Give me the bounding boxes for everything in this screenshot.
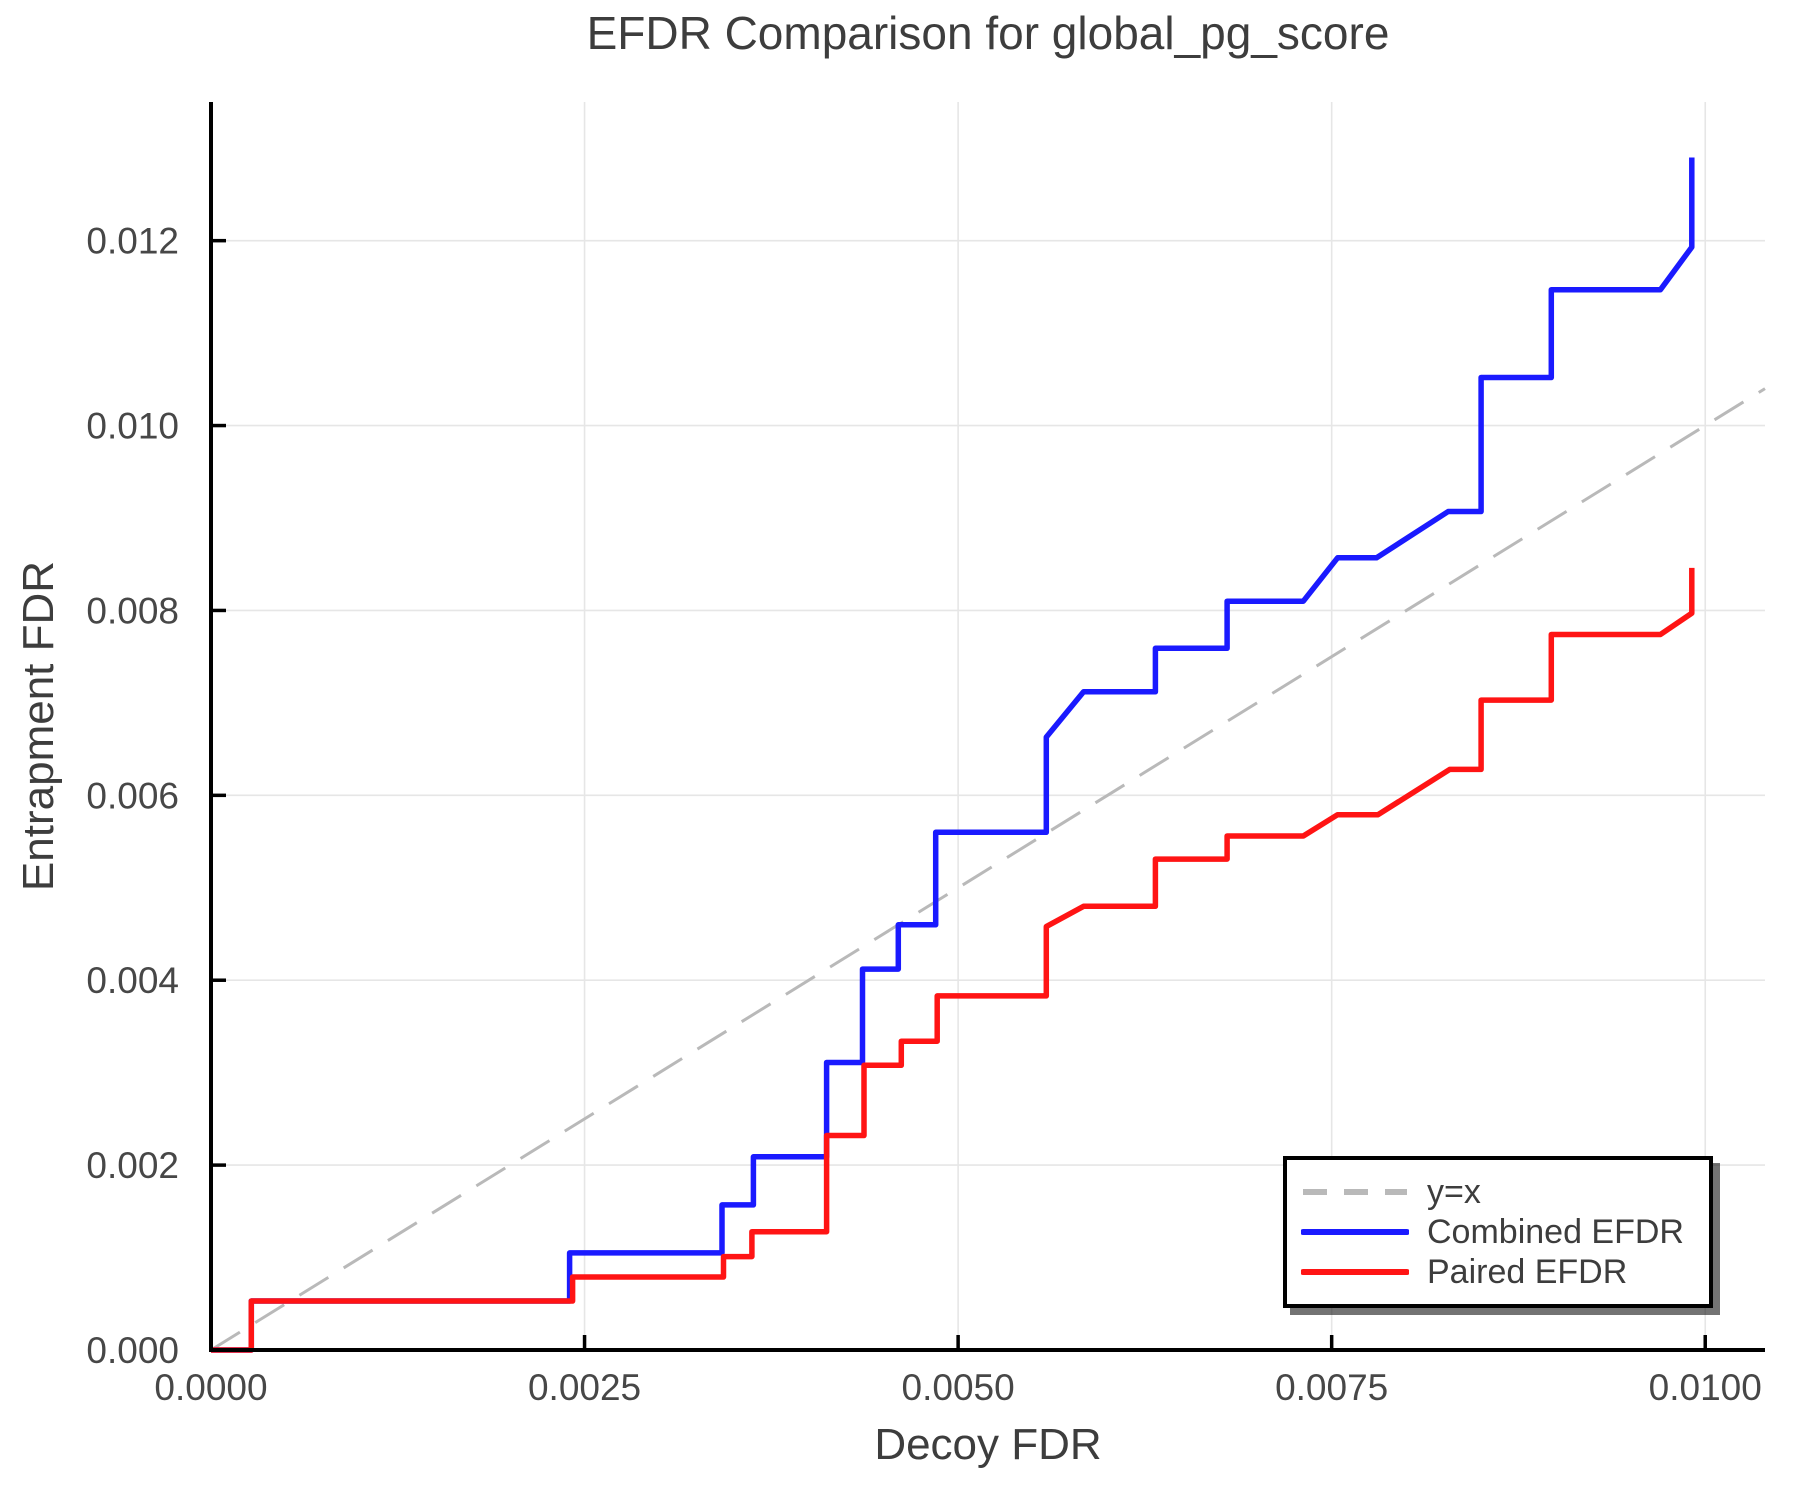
y-tick-label: 0.002 xyxy=(86,1145,179,1186)
legend-line-sample xyxy=(1303,1189,1407,1195)
y-tick-label: 0.004 xyxy=(86,960,179,1001)
axes-spines xyxy=(209,102,1765,1352)
series-y-x xyxy=(210,387,1766,1352)
x-tick-label: 0.0050 xyxy=(902,1367,1015,1408)
legend-label: Paired EFDR xyxy=(1427,1253,1628,1291)
x-tick-label: 0.0025 xyxy=(528,1367,641,1408)
x-tick-label: 0.0075 xyxy=(1275,1367,1388,1408)
legend: y=x Combined EFDR Paired EFDR xyxy=(1283,1156,1713,1308)
x-tick-label: 0.0000 xyxy=(154,1367,267,1408)
legend-label: Combined EFDR xyxy=(1427,1213,1684,1251)
y-tick-label: 0.008 xyxy=(86,590,179,631)
x-axis-title: Decoy FDR xyxy=(874,1420,1102,1469)
legend-line-sample xyxy=(1301,1269,1409,1275)
gridlines xyxy=(211,102,1765,1350)
y-tick-label: 0.012 xyxy=(86,221,179,262)
legend-entry: y=x xyxy=(1301,1173,1709,1211)
chart-title: EFDR Comparison for global_pg_score xyxy=(586,7,1390,59)
y-tick-label: 0.010 xyxy=(86,406,179,447)
legend-label: y=x xyxy=(1427,1173,1481,1211)
tick-marks: 0.0000 0.0025 0.0050 0.0075 0.0100 0.000 0.002… xyxy=(86,221,1761,1408)
series-combined-efdr xyxy=(211,157,1695,1353)
legend-entry: Paired EFDR xyxy=(1301,1253,1709,1291)
series-paired-efdr xyxy=(211,567,1695,1353)
x-tick-label: 0.0100 xyxy=(1649,1367,1762,1408)
y-tick-label: 0.006 xyxy=(86,775,179,816)
y-tick-label: 0.000 xyxy=(86,1330,179,1371)
legend-entry: Combined EFDR xyxy=(1301,1213,1709,1251)
y-axis-title: Entrapment FDR xyxy=(14,560,63,892)
series-lines xyxy=(210,157,1766,1353)
legend-line-sample xyxy=(1301,1229,1409,1235)
